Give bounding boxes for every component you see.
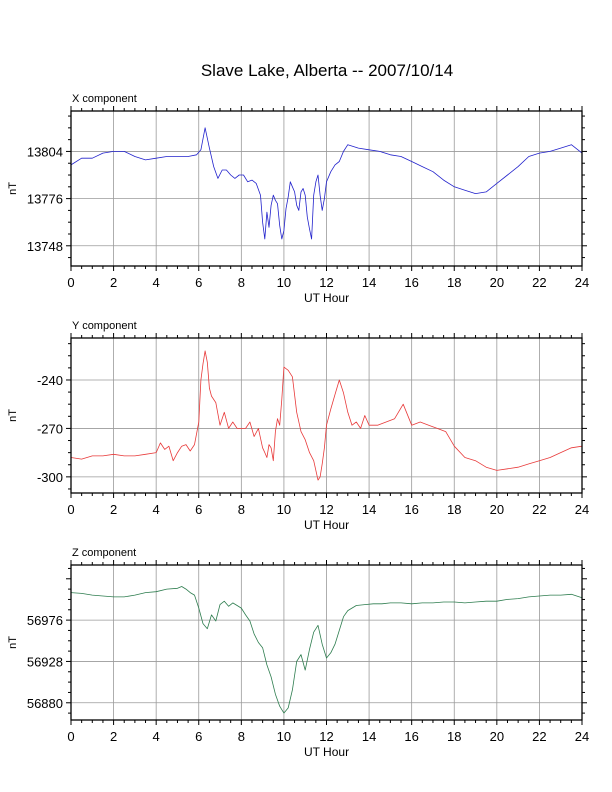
x-tick-label: 0	[67, 275, 74, 290]
x-tick-label: 10	[277, 729, 291, 744]
x-tick-label: 14	[362, 729, 376, 744]
x-tick-label: 22	[532, 502, 546, 517]
panel-label: Y component	[72, 320, 137, 332]
x-axis-label: UT Hour	[304, 291, 349, 305]
x-tick-label: 20	[490, 502, 504, 517]
y-axis-label: nT	[7, 409, 19, 422]
x-tick-label: 2	[110, 729, 117, 744]
x-tick-label: 20	[490, 275, 504, 290]
figure-title: Slave Lake, Alberta -- 2007/10/14	[201, 61, 453, 80]
y-axis-label: nT	[7, 636, 19, 649]
x-tick-label: 18	[447, 729, 461, 744]
x-tick-label: 24	[575, 275, 589, 290]
x-tick-label: 0	[67, 502, 74, 517]
x-tick-label: 12	[319, 275, 333, 290]
y-tick-label: 56928	[27, 654, 63, 669]
x-tick-label: 6	[195, 502, 202, 517]
y-tick-label: 56976	[27, 613, 63, 628]
x-tick-label: 14	[362, 275, 376, 290]
x-tick-label: 4	[153, 502, 160, 517]
x-tick-label: 4	[153, 275, 160, 290]
x-tick-label: 8	[238, 275, 245, 290]
x-tick-label: 20	[490, 729, 504, 744]
y-tick-label: 13776	[27, 192, 63, 207]
x-tick-label: 2	[110, 502, 117, 517]
y-tick-label: -270	[37, 421, 63, 436]
y-tick-label: -240	[37, 373, 63, 388]
series-line	[70, 127, 583, 240]
x-tick-label: 0	[67, 729, 74, 744]
x-tick-label: 16	[404, 275, 418, 290]
y-tick-label: 13804	[27, 144, 63, 159]
y-tick-label: 13748	[27, 239, 63, 254]
x-tick-label: 16	[404, 502, 418, 517]
x-tick-label: 8	[238, 502, 245, 517]
series-line	[70, 350, 583, 481]
x-tick-label: 18	[447, 502, 461, 517]
y-tick-label: -300	[37, 470, 63, 485]
series-line	[70, 586, 583, 714]
x-axis-label: UT Hour	[304, 745, 349, 759]
x-tick-label: 10	[277, 275, 291, 290]
x-tick-label: 4	[153, 729, 160, 744]
x-tick-label: 22	[532, 729, 546, 744]
x-tick-label: 18	[447, 275, 461, 290]
x-axis-label: UT Hour	[304, 518, 349, 532]
x-tick-label: 16	[404, 729, 418, 744]
y-axis-label: nT	[7, 182, 19, 195]
x-tick-label: 12	[319, 502, 333, 517]
panel-label: Z component	[72, 547, 136, 559]
x-tick-label: 22	[532, 275, 546, 290]
x-tick-label: 12	[319, 729, 333, 744]
x-tick-label: 14	[362, 502, 376, 517]
x-tick-label: 8	[238, 729, 245, 744]
x-tick-label: 24	[575, 729, 589, 744]
x-tick-label: 10	[277, 502, 291, 517]
x-tick-label: 2	[110, 275, 117, 290]
x-tick-label: 6	[195, 275, 202, 290]
x-tick-label: 24	[575, 502, 589, 517]
panel-label: X component	[72, 93, 137, 105]
y-tick-label: 56880	[27, 696, 63, 711]
x-tick-label: 6	[195, 729, 202, 744]
